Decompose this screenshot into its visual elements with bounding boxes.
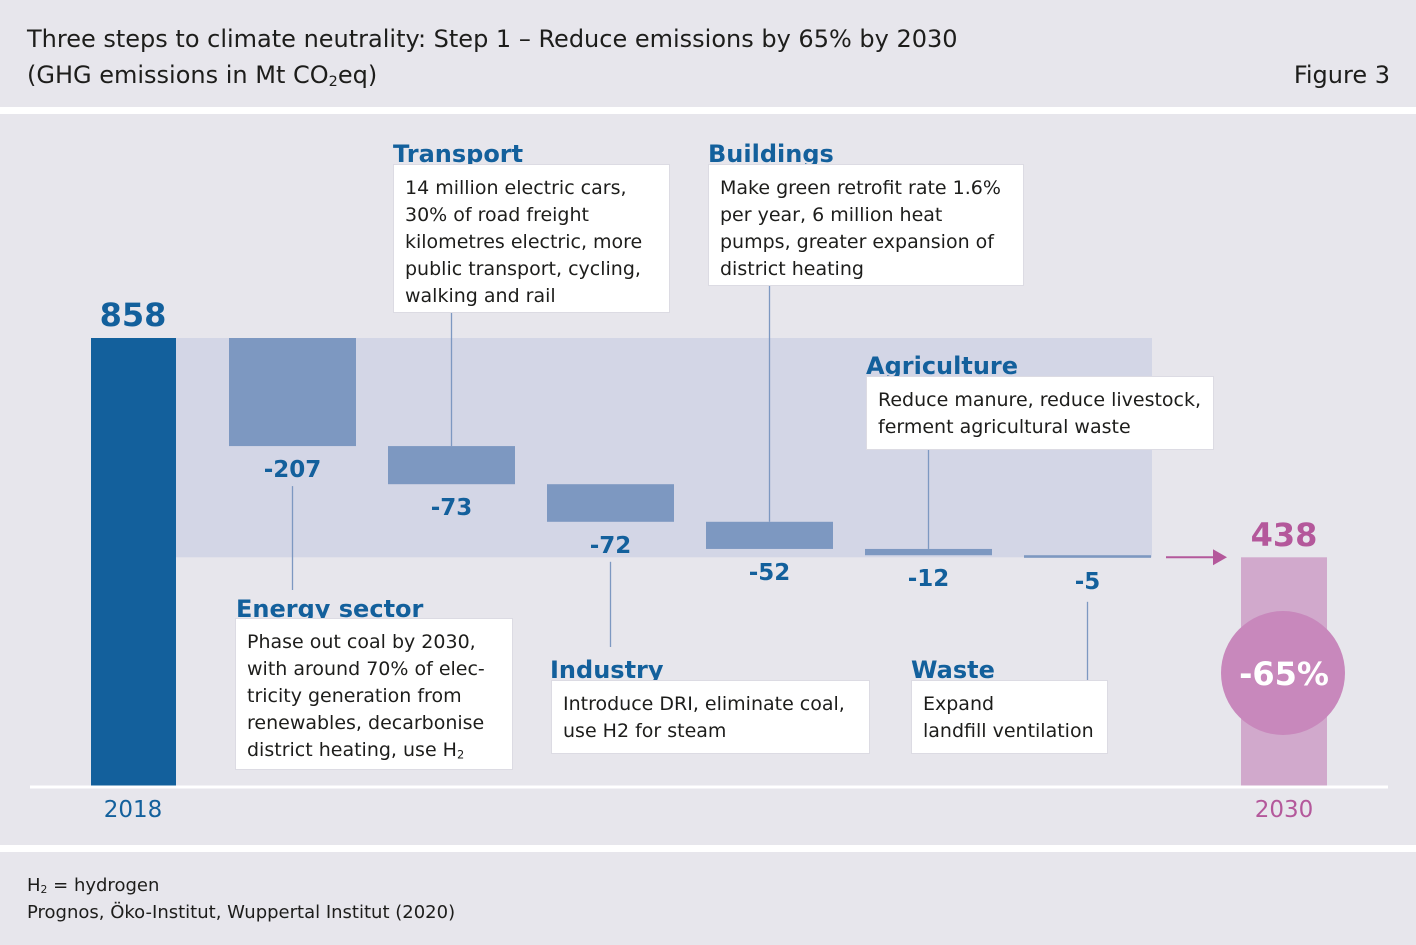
- step-bar: [706, 521, 833, 549]
- callout-box-industry: Introduce DRI, eliminate coal, use H2 fo…: [551, 680, 870, 754]
- reduction-circle: [1221, 611, 1345, 735]
- callout-box-waste: Expand landfill ventilation: [911, 680, 1108, 754]
- step-value-label: -5: [1075, 569, 1101, 595]
- callout-line: landfill ventilation: [923, 720, 1094, 742]
- callout-line: renewables, decarbonise: [247, 712, 485, 734]
- callout-line: Expand: [923, 693, 995, 715]
- year-label-2030: 2030: [1255, 797, 1314, 823]
- step-bar: [229, 338, 356, 447]
- callout-line: district heating: [720, 258, 864, 280]
- chart-title: Three steps to climate neutrality: Step …: [27, 25, 958, 53]
- callout-line: public transport, cycling,: [405, 258, 641, 280]
- callout-line: 30% of road freight: [405, 204, 589, 226]
- callout-box-transport: 14 million electric cars, 30% of road fr…: [393, 164, 670, 313]
- callout-line: tricity generation from: [247, 685, 462, 707]
- start-value-label: 858: [100, 296, 167, 334]
- callout-box-buildings: Make green retrofit rate 1.6% per year, …: [708, 164, 1024, 286]
- step-bar: [865, 548, 992, 556]
- callout-line: use H2 for steam: [563, 720, 727, 742]
- step-value-label: -52: [749, 560, 791, 586]
- source-note: Prognos, Öko-Institut, Wuppertal Institu…: [27, 902, 456, 923]
- callout-line: per year, 6 million heat: [720, 204, 943, 226]
- callout-line: Introduce DRI, eliminate coal,: [563, 693, 845, 715]
- callout-line: walking and rail: [405, 285, 556, 307]
- callout-title-waste: Waste: [911, 656, 995, 684]
- footnote: H2 = hydrogen: [27, 875, 160, 897]
- callout-line: ferment agricultural waste: [878, 416, 1131, 438]
- callout-title-industry: Industry: [550, 656, 664, 684]
- chart-subtitle: (GHG emissions in Mt CO2eq): [27, 61, 378, 90]
- callout-line: Phase out coal by 2030,: [247, 631, 476, 653]
- callout-line: with around 70% of elec-: [247, 658, 485, 680]
- callout-title-agriculture: Agriculture: [866, 352, 1019, 380]
- step-value-label: -73: [431, 495, 473, 521]
- end-value-label: 438: [1251, 516, 1318, 554]
- step-value-label: -207: [264, 457, 322, 483]
- step-bar: [388, 446, 515, 485]
- callout-box-agriculture: Reduce manure, reduce livestock, ferment…: [866, 376, 1214, 450]
- callout-line: Reduce manure, reduce livestock,: [878, 389, 1202, 411]
- step-value-label: -12: [908, 566, 950, 592]
- step-value-label: -72: [590, 533, 632, 559]
- callout-line: Make green retrofit rate 1.6%: [720, 177, 1001, 199]
- footer-band: [0, 852, 1416, 945]
- callout-line: kilometres electric, more: [405, 231, 643, 253]
- step-bar: [1024, 555, 1151, 558]
- step-bar: [547, 484, 674, 522]
- reduction-label: -65%: [1239, 655, 1329, 693]
- callout-line: district heating, use H2: [247, 739, 465, 762]
- callout-line: 14 million electric cars,: [405, 177, 627, 199]
- callout-title-buildings: Buildings: [708, 140, 834, 168]
- figure-label: Figure 3: [1293, 61, 1390, 89]
- callout-box-energy: Phase out coal by 2030, with around 70% …: [235, 618, 513, 770]
- callout-line: pumps, greater expansion of: [720, 231, 994, 253]
- callout-title-transport: Transport: [393, 140, 524, 168]
- trend-arrow-head: [1213, 549, 1227, 566]
- start-bar-2018: [91, 338, 176, 786]
- year-label-2018: 2018: [104, 797, 163, 823]
- header-band: [0, 0, 1416, 107]
